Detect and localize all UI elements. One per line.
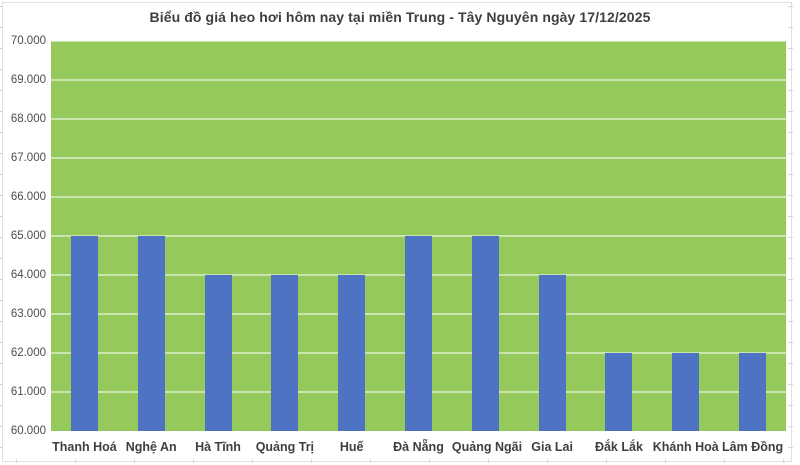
chart-title: Biểu đồ giá heo hơi hôm nay tại miền Tru… <box>149 9 651 25</box>
x-category-label: Nghệ An <box>125 440 177 454</box>
bar-Thanh Hoá[interactable] <box>70 236 98 431</box>
y-tick-label: 63.000 <box>10 308 46 320</box>
gridline <box>51 40 786 42</box>
x-axis-labels: Thanh Hoá Nghệ An Hà Tĩnh Quảng Trị Huế Đà Nẵ… <box>51 438 786 458</box>
bar-Quảng Ngãi[interactable] <box>471 236 499 431</box>
x-category-label: Lâm Đồng <box>722 440 784 454</box>
y-tick-label: 68.000 <box>10 113 46 125</box>
x-category-label: Quảng Trị <box>255 440 315 454</box>
bar-Lâm Đồng[interactable] <box>739 353 767 431</box>
gridline <box>51 157 786 159</box>
x-category-label: Gia Lai <box>531 440 573 454</box>
bar-Đắk Lắk[interactable] <box>605 353 633 431</box>
y-tick-label: 61.000 <box>10 386 46 398</box>
y-tick-label: 65.000 <box>10 230 46 242</box>
gridline <box>51 118 786 120</box>
bar-Khánh Hoà[interactable] <box>672 353 700 431</box>
x-category-label: Hà Tĩnh <box>195 440 241 454</box>
gridline <box>51 79 786 81</box>
bar-Hà Tĩnh[interactable] <box>204 275 232 431</box>
x-category-label: Thanh Hoá <box>52 440 117 454</box>
y-tick-label: 67.000 <box>10 152 46 164</box>
bar-Đà Nẵng[interactable] <box>405 236 432 431</box>
y-tick-label: 70.000 <box>10 35 46 47</box>
plot-area <box>51 40 786 431</box>
y-tick-label: 69.000 <box>10 74 46 86</box>
y-tick-label: 60.000 <box>10 425 46 437</box>
y-tick-label: 64.000 <box>10 269 46 281</box>
x-category-label: Đắk Lắk <box>594 440 643 454</box>
bar-Nghệ An[interactable] <box>137 236 165 431</box>
gridline <box>51 196 786 198</box>
spreadsheet-row-gridline-artifact-left <box>0 6 2 458</box>
y-axis-labels: 60.000 61.000 62.000 63.000 64.000 65.000 66.0… <box>0 0 46 465</box>
x-category-label: Quảng Ngãi <box>451 440 523 454</box>
x-category-label: Đà Nẵng <box>393 440 444 454</box>
y-tick-label: 66.000 <box>10 191 46 203</box>
bar-Gia Lai[interactable] <box>538 275 566 431</box>
x-category-label: Khánh Hoà <box>652 440 719 454</box>
bar-Huế[interactable] <box>338 275 366 431</box>
y-tick-label: 62.000 <box>10 347 46 359</box>
spreadsheet-row-gridline-artifact-right <box>788 6 793 458</box>
spreadsheet-column-gridline-artifact-bottom <box>16 459 794 463</box>
bar-Quảng Trị[interactable] <box>271 275 299 431</box>
x-category-label: Huế <box>339 440 364 454</box>
